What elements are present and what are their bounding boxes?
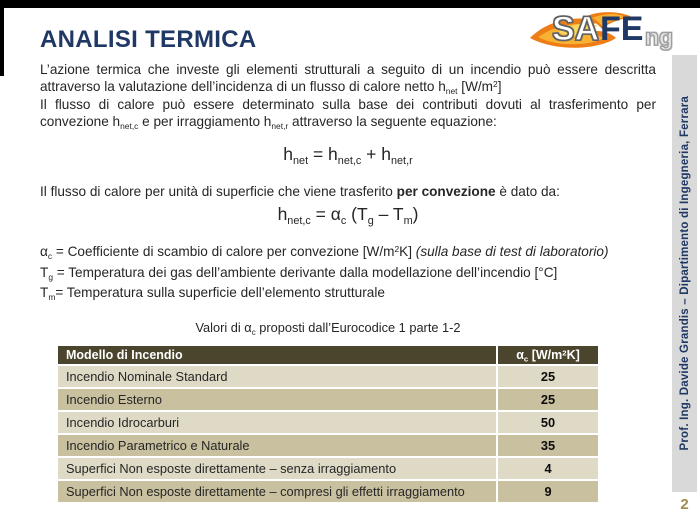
table-header-row: Modello di Incendio αc [W/m2K] bbox=[58, 346, 598, 364]
table-row: Incendio Esterno 25 bbox=[58, 389, 598, 410]
lab-test-note: (sulla base di test di laboratorio) bbox=[415, 244, 609, 259]
page-number: 2 bbox=[680, 496, 689, 513]
intro-text: L’azione termica che investe gli element… bbox=[40, 62, 656, 95]
subscript: net,c bbox=[120, 121, 139, 132]
definition-alpha-c: αc = Coefficiente di scambio di calore p… bbox=[40, 244, 609, 261]
author-sidebar: Prof. Ing. Davide Grandis – Dipartimento… bbox=[672, 55, 697, 492]
table-row: Incendio Nominale Standard 25 bbox=[58, 366, 598, 387]
definition-tm: Tm= Temperatura sulla superficie dell’el… bbox=[40, 285, 385, 303]
bold-per-convezione: per convezione bbox=[396, 184, 496, 199]
definition-tg: Tg = Temperatura dei gas dell’ambiente d… bbox=[40, 264, 558, 282]
table-caption: Valori di αc proposti dall’Eurocodice 1 … bbox=[195, 320, 461, 337]
superscript: 2 bbox=[493, 79, 498, 90]
intro-text: [W/m bbox=[457, 79, 494, 95]
table-row: Superfici Non esposte direttamente – sen… bbox=[58, 458, 598, 479]
convection-paragraph: Il flusso di calore per unità di superfi… bbox=[40, 184, 560, 199]
table-row: Superfici Non esposte direttamente – com… bbox=[58, 481, 598, 502]
safeng-logo: SA FE ng bbox=[528, 8, 678, 60]
page-title: ANALISI TERMICA bbox=[40, 26, 257, 53]
window-edge-top bbox=[0, 0, 700, 8]
intro-text: ] bbox=[497, 79, 502, 95]
author-credit-text: Prof. Ing. Davide Grandis – Dipartimento… bbox=[678, 96, 691, 451]
alpha-c-table: Modello di Incendio αc [W/m2K] Incendio … bbox=[58, 346, 598, 504]
intro-text: attraverso la seguente equazione: bbox=[288, 114, 497, 130]
logo-text-fe: FE bbox=[600, 10, 644, 48]
intro-paragraph: L’azione termica che investe gli element… bbox=[40, 61, 656, 131]
header-alpha-c: αc [W/m2K] bbox=[498, 346, 598, 364]
subscript: net bbox=[445, 86, 458, 97]
equation-convection: hnet,c = αc (Tg – Tm) bbox=[277, 204, 419, 227]
intro-text: e per irraggiamento h bbox=[138, 114, 272, 130]
table-row: Incendio Idrocarburi 50 bbox=[58, 412, 598, 433]
logo-text-ng: ng bbox=[644, 24, 674, 51]
flame-icon bbox=[530, 12, 632, 48]
table-row: Incendio Parametrico e Naturale 35 bbox=[58, 435, 598, 456]
logo-text-sa: SA bbox=[551, 9, 600, 48]
header-modello: Modello di Incendio bbox=[58, 346, 496, 364]
symbol-definitions: αc = Coefficiente di scambio di calore p… bbox=[40, 242, 656, 304]
intro-text: Il flusso di calore può essere determina… bbox=[40, 96, 656, 130]
subscript: net,r bbox=[271, 121, 289, 132]
equation-hnet-sum: hnet = hnet,c + hnet,r bbox=[283, 144, 413, 167]
window-edge-left bbox=[0, 0, 4, 76]
